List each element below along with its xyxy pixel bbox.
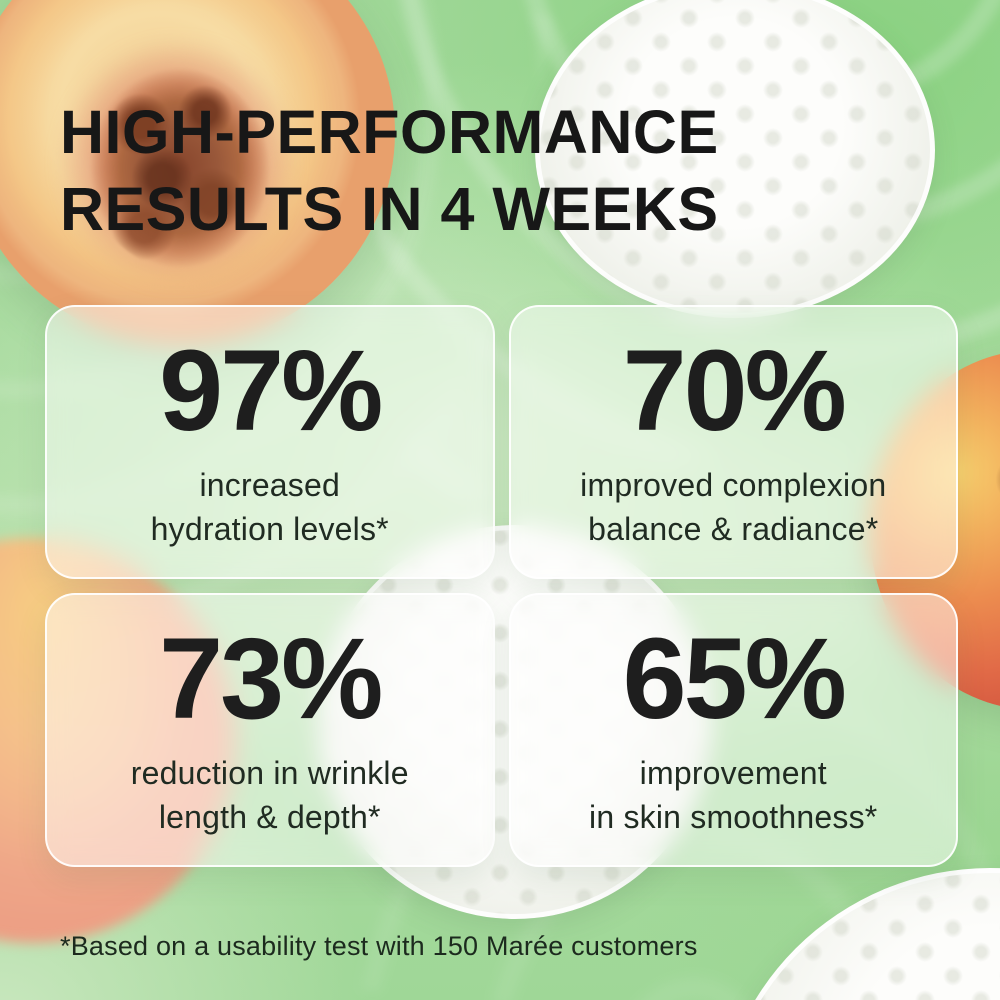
headline: HIGH-PERFORMANCE RESULTS IN 4 WEEKS — [60, 94, 719, 248]
stat-label-line-2: balance & radiance* — [588, 510, 879, 547]
stat-label-line-2: length & depth* — [158, 798, 381, 835]
headline-line-1: HIGH-PERFORMANCE — [60, 98, 719, 166]
stat-label-line-2: hydration levels* — [150, 510, 389, 547]
stat-label-line-1: improved complexion — [580, 466, 887, 503]
headline-line-2: RESULTS IN 4 WEEKS — [60, 175, 719, 243]
stat-label-line-1: reduction in wrinkle — [130, 754, 409, 791]
stat-card-smoothness: 65% improvement in skin smoothness* — [508, 593, 958, 867]
stat-label: reduction in wrinkle length & depth* — [131, 751, 409, 839]
stat-label-line-1: improvement — [639, 754, 827, 791]
stat-card-complexion: 70% improved complexion balance & radian… — [508, 305, 958, 579]
stat-label-line-2: in skin smoothness* — [589, 798, 878, 835]
stat-value: 70% — [622, 327, 847, 455]
stat-value: 97% — [159, 327, 383, 455]
stat-label: increased hydration levels* — [151, 463, 389, 551]
cotton-pad-image — [535, 0, 935, 318]
stat-label: improvement in skin smoothness* — [589, 751, 877, 839]
stat-card-grid: 97% increased hydration levels* 70% impr… — [45, 305, 958, 867]
footnote: *Based on a usability test with 150 Maré… — [60, 931, 698, 961]
stat-value: 73% — [159, 615, 383, 743]
peach-pit — [90, 68, 270, 268]
peach-half-image — [0, 0, 395, 345]
stat-card-hydration: 97% increased hydration levels* — [45, 305, 495, 579]
stat-label-line-1: increased — [199, 466, 341, 503]
stat-value: 65% — [622, 615, 847, 743]
stat-card-wrinkle: 73% reduction in wrinkle length & depth* — [45, 593, 495, 867]
stat-label: improved complexion balance & radiance* — [580, 463, 886, 551]
